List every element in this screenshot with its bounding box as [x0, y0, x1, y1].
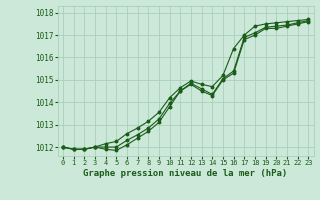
X-axis label: Graphe pression niveau de la mer (hPa): Graphe pression niveau de la mer (hPa)	[84, 169, 288, 178]
